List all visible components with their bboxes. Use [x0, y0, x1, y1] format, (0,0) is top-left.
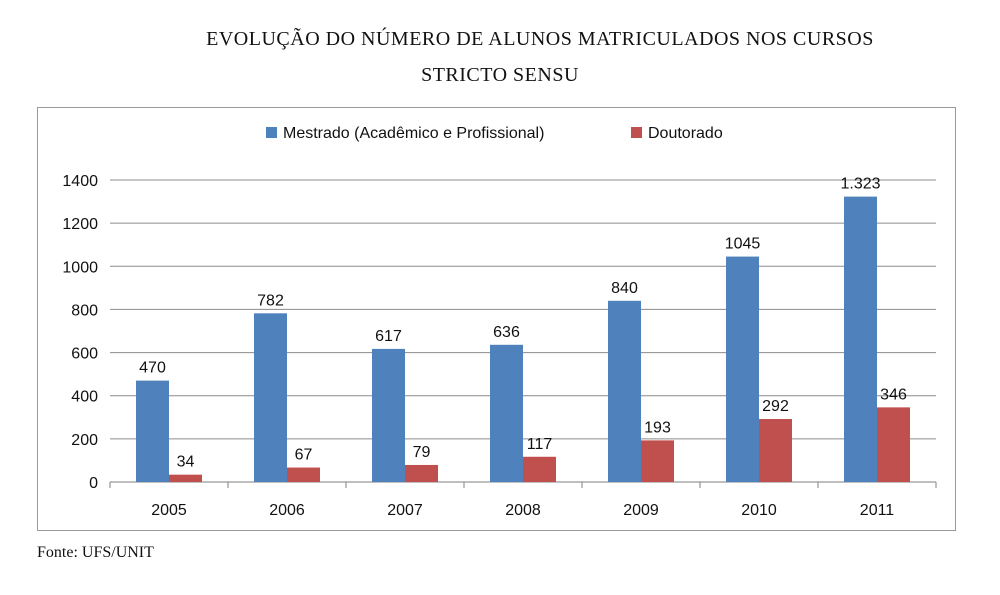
bar-mestrado [608, 300, 641, 482]
legend-label: Mestrado (Acadêmico e Profissional) [283, 125, 544, 142]
bar-doutorado [405, 464, 438, 482]
y-tick-label: 600 [71, 346, 98, 363]
x-tick-label: 2006 [269, 502, 305, 519]
bar-mestrado [136, 380, 169, 482]
legend-swatch [631, 127, 642, 138]
data-label: 34 [177, 454, 195, 471]
data-label: 617 [375, 328, 402, 345]
data-label: 840 [611, 280, 638, 297]
y-tick-label: 800 [71, 302, 98, 319]
data-label: 782 [257, 292, 284, 309]
bar-mestrado [726, 256, 759, 482]
data-label: 67 [295, 447, 313, 464]
x-tick-label: 2005 [151, 502, 187, 519]
bar-mestrado [372, 348, 405, 482]
data-label: 79 [413, 444, 431, 461]
chart-title-line-1: EVOLUÇÃO DO NÚMERO DE ALUNOS MATRICULADO… [206, 28, 874, 50]
bar-mestrado [490, 344, 523, 482]
bar-chart: 0 200 400 600 800 1000 1200 1400 2005 470 34 2006 78… [62, 125, 937, 519]
y-tick-label: 1200 [62, 216, 98, 233]
y-tick-label: 400 [71, 389, 98, 406]
legend-label: Doutorado [648, 125, 723, 142]
data-label: 117 [527, 436, 553, 453]
x-tick-label: 2007 [387, 502, 423, 519]
bar-mestrado [844, 196, 877, 483]
bar-doutorado [523, 456, 556, 482]
y-tick-label: 0 [89, 475, 98, 492]
bar-doutorado [169, 474, 202, 482]
data-label: 193 [644, 419, 671, 436]
x-tick-label: 2009 [623, 502, 659, 519]
data-label: 346 [880, 386, 907, 403]
source-note: Fonte: UFS/UNIT [37, 544, 154, 561]
bar-doutorado [641, 440, 674, 482]
data-label: 292 [762, 398, 789, 415]
x-tick-label: 2010 [741, 502, 777, 519]
bar-mestrado [254, 313, 287, 482]
chart-title-line-2: STRICTO SENSU [421, 64, 579, 86]
y-tick-label: 200 [71, 432, 98, 449]
data-label: 636 [493, 324, 520, 341]
y-tick-label: 1000 [62, 259, 98, 276]
data-label: 470 [139, 360, 166, 377]
bar-doutorado [759, 419, 792, 482]
chart-frame: 0 200 400 600 800 1000 1200 1400 2005 470 34 2006 78… [37, 107, 956, 531]
data-label: 1.323 [840, 176, 880, 193]
data-label: 1045 [725, 236, 761, 253]
y-tick-label: 1400 [62, 173, 98, 190]
bar-doutorado [287, 467, 320, 482]
legend-swatch [266, 127, 277, 138]
bar-doutorado [877, 407, 910, 482]
x-tick-label: 2008 [505, 502, 541, 519]
x-tick-label: 2011 [860, 502, 895, 519]
